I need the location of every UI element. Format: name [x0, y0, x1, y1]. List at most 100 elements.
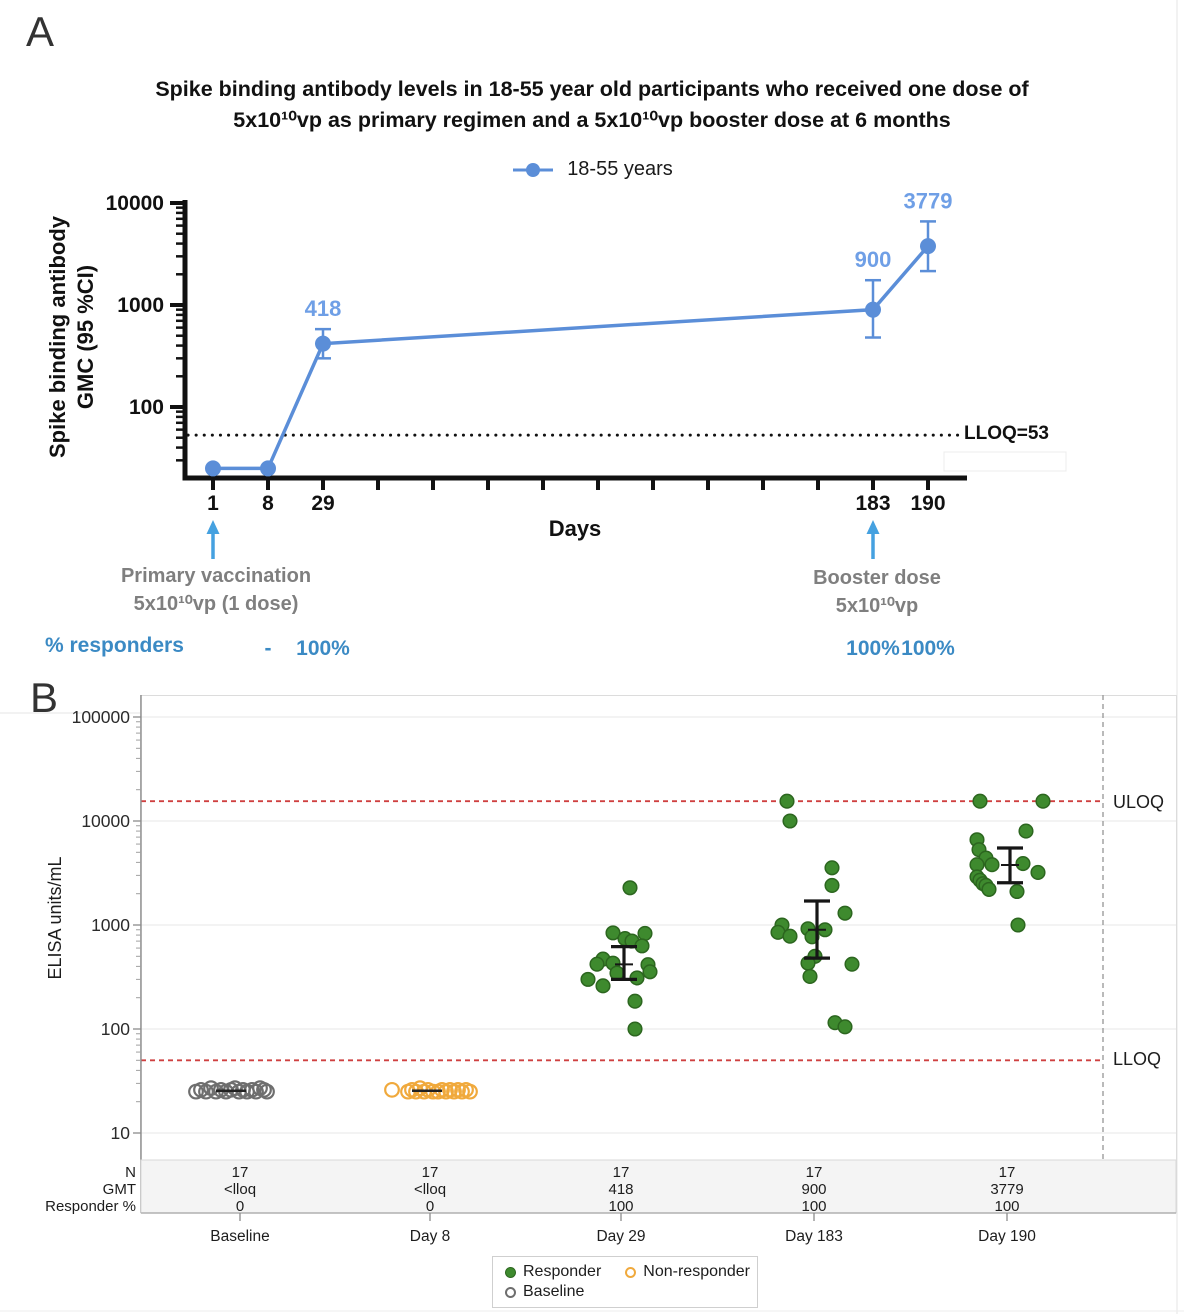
table-cell: 17 — [806, 1164, 823, 1181]
data-point — [260, 460, 276, 477]
data-point — [824, 860, 840, 876]
responder-marker-icon — [505, 1266, 516, 1278]
table-cell: 0 — [236, 1198, 244, 1215]
table-cell: 418 — [608, 1181, 633, 1198]
data-point — [920, 238, 936, 255]
panel-a-y-tick-label: 10000 — [106, 192, 164, 215]
data-point — [802, 968, 818, 985]
data-point — [824, 877, 840, 894]
table-row-label: GMT — [103, 1181, 136, 1198]
panel-a-title: Spike binding antibody levels in 18-55 y… — [0, 74, 1184, 136]
booster-dose-annotation: Booster dose 5x10¹⁰vp — [717, 564, 1037, 620]
panel-b-label: B — [30, 674, 59, 721]
panel-a-x-axis-title: Days — [548, 516, 602, 541]
data-point — [634, 938, 650, 954]
data-point — [981, 881, 997, 897]
data-point — [782, 928, 798, 944]
gmc-value-label: 418 — [305, 296, 342, 321]
data-point — [1009, 883, 1025, 900]
y-axis-title-line-1: Spike binding antibody — [45, 216, 70, 458]
panel-b-x-tick-label: Day 190 — [978, 1228, 1036, 1245]
panel-b-y-tick-label: 1000 — [91, 915, 130, 935]
table-cell: 0 — [426, 1198, 434, 1215]
table-cell: 17 — [613, 1164, 630, 1181]
data-point — [627, 1021, 643, 1037]
data-point — [837, 905, 853, 921]
panel-a-y-tick-label: 100 — [129, 396, 164, 419]
data-point — [779, 793, 795, 809]
panel-a-y-axis-title: Spike binding antibody GMC (95 %CI) — [44, 172, 102, 502]
table-cell: 3779 — [990, 1181, 1023, 1198]
responders-row-label: % responders — [45, 634, 184, 657]
data-point — [259, 1083, 275, 1100]
data-point — [984, 857, 1000, 873]
table-row-label: Responder % — [45, 1198, 136, 1215]
panel-b-y-tick-label: 100000 — [72, 707, 131, 727]
table-cell: 100 — [994, 1198, 1019, 1215]
panel-a-y-tick-label: 1000 — [117, 294, 164, 317]
responder-percent-value: 100% — [901, 637, 955, 660]
title-line-1: Spike binding antibody levels in 18-55 y… — [155, 77, 1029, 101]
baseline-marker-icon — [505, 1286, 516, 1298]
panel-b-y-tick-label: 100 — [101, 1019, 130, 1039]
data-point — [865, 301, 881, 318]
data-point — [589, 956, 605, 972]
series-line-marker-icon — [513, 162, 554, 177]
data-point — [1030, 864, 1046, 881]
table-cell: 100 — [608, 1198, 633, 1215]
primary-annotation-line-1: Primary vaccination — [120, 565, 312, 587]
title-line-2: 5x10¹⁰vp as primary regimen and a 5x10¹⁰… — [233, 108, 951, 132]
data-point — [627, 993, 643, 1009]
data-point — [315, 335, 331, 352]
data-point — [637, 925, 653, 941]
panel-a-x-tick-label: 183 — [855, 492, 890, 515]
gmc-value-label: 900 — [855, 247, 892, 272]
booster-annotation-line-2: 5x10¹⁰vp — [835, 595, 919, 617]
data-point — [622, 880, 638, 896]
data-point — [248, 1083, 264, 1100]
data-point — [642, 964, 658, 980]
data-point — [782, 813, 798, 829]
data-point — [384, 1081, 400, 1098]
legend-baseline-label: Baseline — [523, 1283, 585, 1300]
panel-b-x-tick-label: Baseline — [210, 1228, 269, 1245]
table-row-label: N — [125, 1164, 136, 1181]
y-axis-title-line-2: GMC (95 %CI) — [73, 264, 98, 410]
data-point — [972, 793, 988, 809]
panel-b-x-tick-label: Day 29 — [596, 1228, 645, 1245]
dose-arrow-icon — [866, 520, 880, 534]
data-point — [205, 460, 221, 477]
table-cell: 17 — [999, 1164, 1016, 1181]
data-point — [1015, 855, 1031, 872]
panel-a-label: A — [26, 8, 55, 55]
data-point — [844, 956, 860, 972]
dose-arrow-icon — [206, 520, 220, 534]
legend-non-responder-label: Non-responder — [643, 1263, 751, 1280]
panel-a-lloq-label: LLOQ=53 — [964, 423, 1049, 444]
data-point — [1035, 793, 1051, 809]
non-responder-marker-icon — [625, 1266, 637, 1278]
table-cell: <lloq — [224, 1181, 256, 1198]
panel-b-y-axis-title: ELISA units/mL — [45, 856, 65, 980]
responder-percent-value: - — [265, 637, 272, 660]
data-point — [595, 978, 611, 994]
data-point — [1018, 823, 1034, 839]
panel-a-x-tick-label: 8 — [262, 492, 274, 515]
table-cell: 900 — [801, 1181, 826, 1198]
panel-b-legend: Responder Non-responder Baseline — [492, 1256, 758, 1308]
summary-table-band — [140, 1159, 1177, 1214]
legend-responder-label: Responder — [523, 1263, 602, 1280]
booster-annotation-line-1: Booster dose — [813, 567, 941, 589]
table-cell: <lloq — [414, 1181, 446, 1198]
panel-a-x-tick-label: 29 — [311, 492, 334, 515]
data-point — [1010, 917, 1026, 933]
table-cell: 17 — [232, 1164, 249, 1181]
data-point — [837, 1019, 853, 1035]
panel-a-legend-label: 18-55 years — [567, 158, 673, 180]
gmc-value-label: 3779 — [904, 188, 953, 213]
panel-a-x-tick-label: 190 — [910, 492, 945, 515]
panel-b-y-tick-label: 10000 — [81, 811, 130, 831]
